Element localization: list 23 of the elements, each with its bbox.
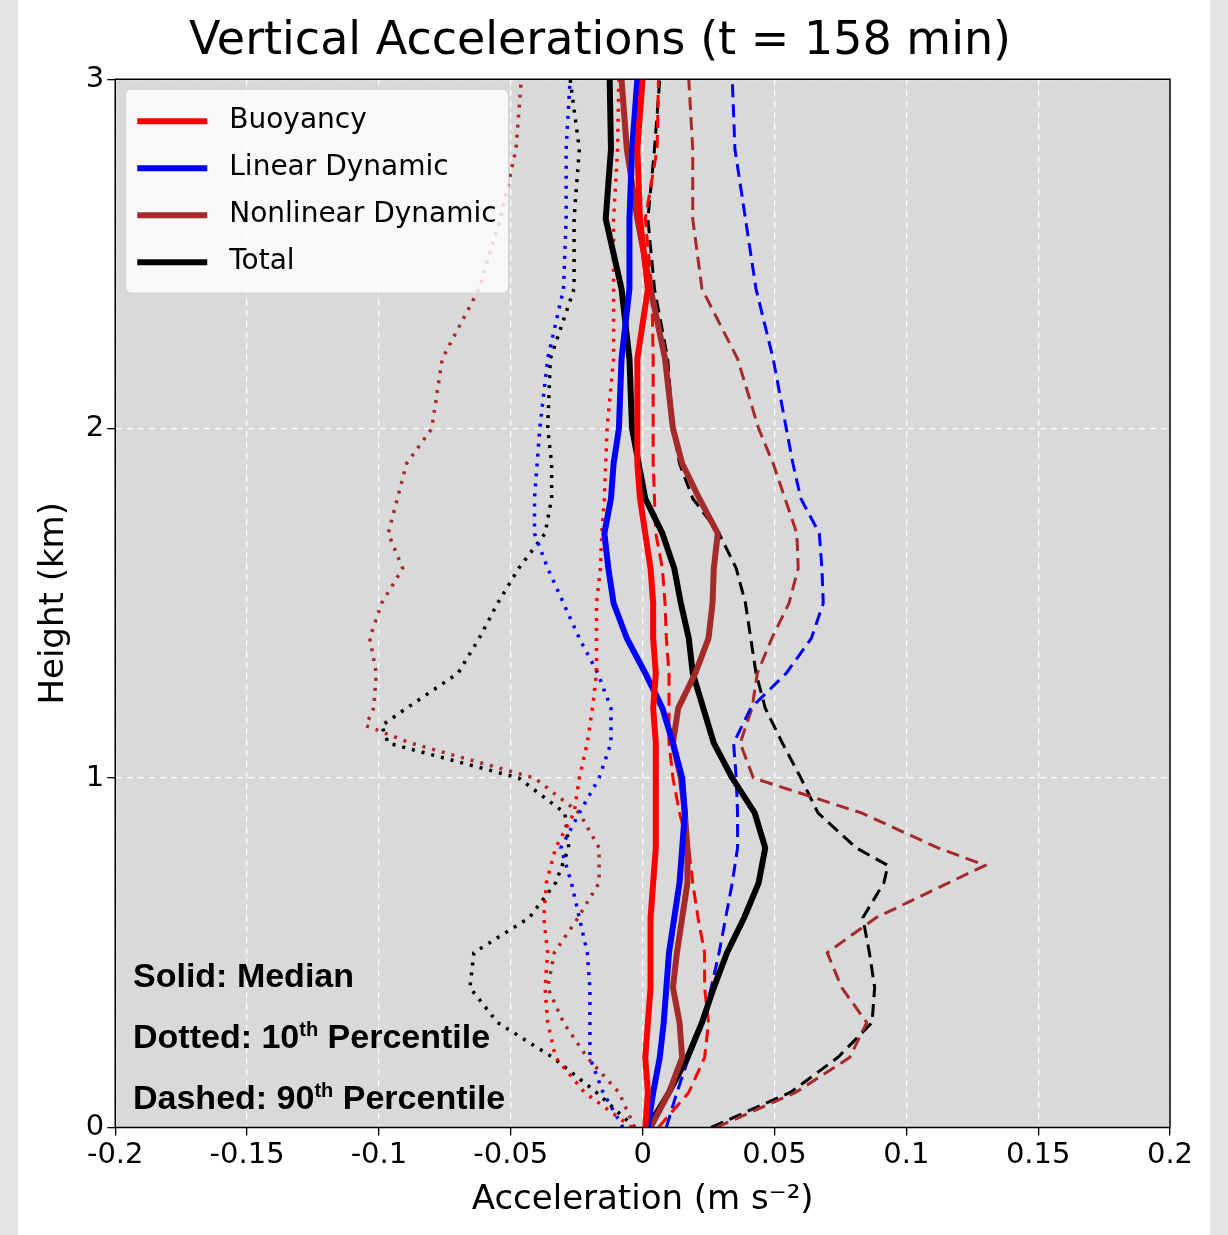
annotation: Dotted: 10$^{th}$ Percentile — [133, 1016, 492, 1058]
x-tick-label: 0.05 — [742, 1136, 807, 1171]
x-tick-label: 0.15 — [1005, 1136, 1071, 1171]
legend-label: Linear Dynamic — [229, 149, 449, 183]
x-tick-label: 0.1 — [883, 1136, 930, 1171]
legend-label: Buoyancy — [229, 102, 367, 136]
x-tick-label: -0.1 — [350, 1136, 408, 1171]
x-tick-label: -0.15 — [209, 1136, 285, 1171]
y-tick-label: 3 — [85, 59, 105, 94]
annotation: Solid: Median — [133, 955, 355, 996]
annotation: Dashed: 90$^{th}$ Percentile — [133, 1077, 506, 1119]
chart-title: Vertical Accelerations (t = 158 min) — [188, 10, 1012, 65]
x-tick-label: 0 — [633, 1136, 652, 1171]
x-tick-label: -0.05 — [473, 1136, 549, 1171]
y-tick-label: 1 — [85, 758, 105, 793]
y-axis-title: Height (km) — [31, 502, 72, 705]
x-axis-title: Acceleration (m s⁻²) — [471, 1177, 814, 1218]
line-series — [687, 79, 987, 1128]
legend-label: Nonlinear Dynamic — [229, 196, 497, 230]
legend-label: Total — [228, 243, 295, 277]
x-tick-label: 0.2 — [1146, 1136, 1194, 1171]
y-tick-label: 2 — [85, 409, 105, 444]
line-series — [541, 79, 634, 1128]
